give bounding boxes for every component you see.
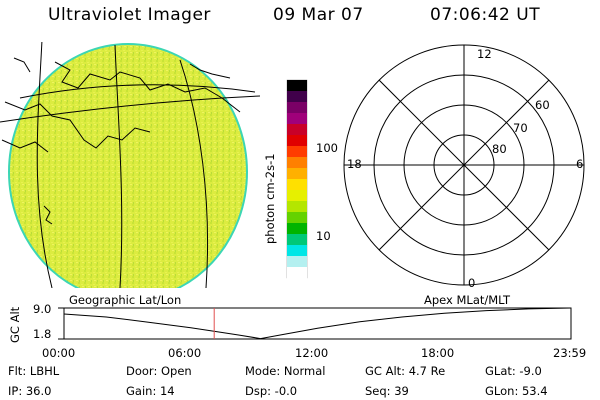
app-title: Ultraviolet Imager: [48, 5, 211, 25]
gain-value: Gain: 14: [126, 384, 175, 398]
colorbar-stripe: [287, 212, 307, 224]
date-label: 09 Mar 07: [273, 5, 364, 25]
timeline-plot: [58, 307, 572, 340]
door-value: Door: Open: [126, 364, 192, 378]
seq-value: Seq: 39: [365, 384, 409, 398]
timeline-x-tick: 12:00: [295, 346, 329, 360]
timeline-right-title: Apex MLat/MLT: [424, 293, 511, 307]
dsp-value: Dsp: -0.0: [245, 384, 298, 398]
mode-value: Mode: Normal: [245, 364, 326, 378]
colorbar-stripe: [287, 168, 307, 180]
lat-label-70: 70: [513, 121, 528, 135]
colorbar-stripe: [287, 223, 307, 235]
glat-value: GLat: -9.0: [485, 364, 542, 378]
colorbar-stripe: [287, 190, 307, 202]
mlt-label-right: 6: [576, 157, 584, 171]
colorbar-stripe: [287, 113, 307, 125]
colorbar-stripe: [287, 179, 307, 191]
time-label: 07:06:42 UT: [430, 5, 541, 25]
colorbar-stripe: [287, 102, 307, 114]
mlt-label-top: 12: [477, 47, 492, 61]
ip-value: IP: 36.0: [8, 384, 52, 398]
colorbar-stripe: [287, 91, 307, 103]
color-scale-bar: [286, 79, 308, 279]
polar-plot: [343, 44, 585, 286]
colorbar-stripe: [287, 245, 307, 257]
timeline-left-title: Geographic Lat/Lon: [69, 293, 182, 307]
gc-alt-value: GC Alt: 4.7 Re: [365, 364, 446, 378]
earth-image: [0, 42, 260, 288]
colorbar-tick-10: 10: [316, 229, 331, 243]
timeline-x-tick: 18:00: [421, 346, 455, 360]
timeline-y-min: 1.8: [33, 327, 52, 341]
colorbar-stripe: [287, 201, 307, 213]
colorbar-stripe: [287, 234, 307, 246]
colorbar-unit-label: photon cm-2s-1: [263, 153, 277, 244]
lat-label-80: 80: [492, 142, 507, 156]
timeline-x-tick: 23:59: [553, 346, 587, 360]
timeline-x-tick: 00:00: [42, 346, 76, 360]
colorbar-stripe: [287, 146, 307, 158]
filter-value: Flt: LBHL: [8, 364, 60, 378]
mlt-label-left: 18: [347, 157, 362, 171]
colorbar-stripe: [287, 267, 307, 279]
timeline-x-tick: 06:00: [168, 346, 202, 360]
timeline-axis-label: GC Alt: [8, 306, 22, 343]
colorbar-tick-100: 100: [316, 141, 338, 155]
colorbar-stripe: [287, 157, 307, 169]
colorbar-stripe: [287, 80, 307, 92]
colorbar-stripe: [287, 124, 307, 136]
lat-label-60: 60: [535, 98, 550, 112]
mlt-label-bottom: 0: [468, 276, 476, 290]
colorbar-stripe: [287, 135, 307, 147]
timeline-y-max: 9.0: [33, 302, 52, 316]
colorbar-stripe: [287, 256, 307, 268]
glon-value: GLon: 53.4: [485, 384, 548, 398]
